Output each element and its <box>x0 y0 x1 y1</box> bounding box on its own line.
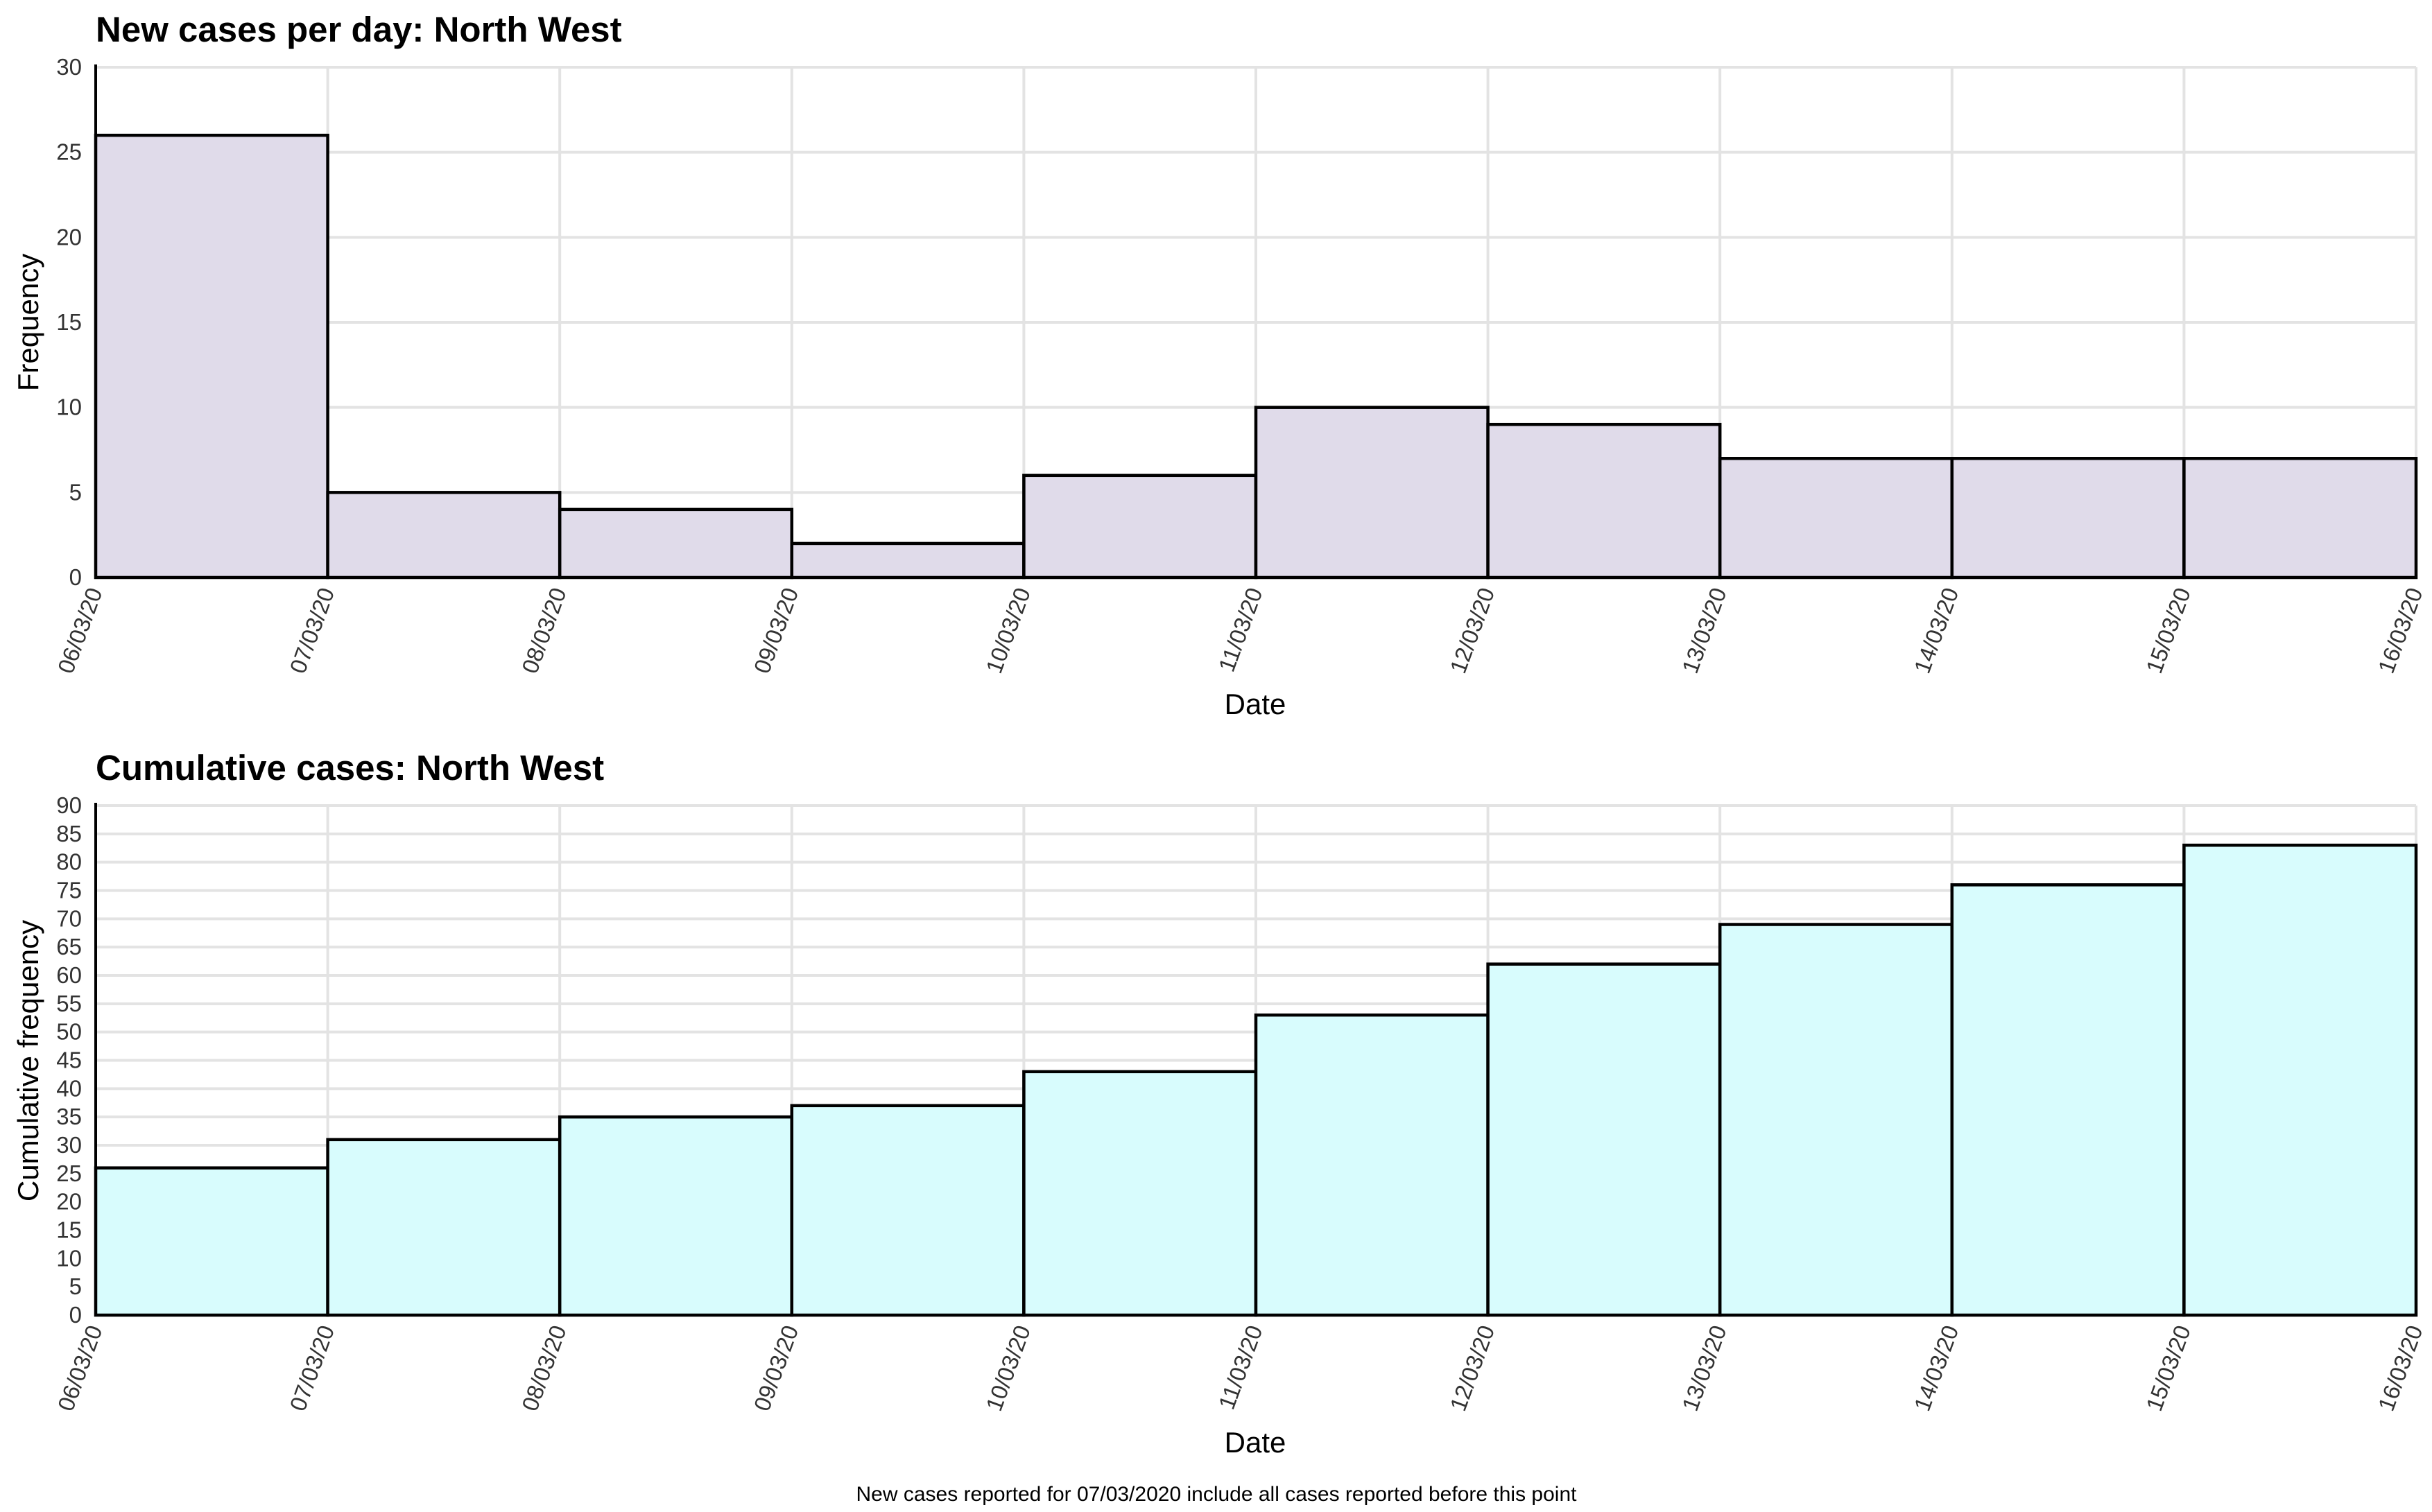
cumulative-x-axis-label: Date <box>1225 1426 1286 1459</box>
daily-bar-15-03-20 <box>2182 457 2418 580</box>
cumulative-x-tick-label: 14/03/20 <box>1909 1322 1964 1414</box>
cumulative-y-tick-label: 90 <box>56 792 82 818</box>
daily-bar-09-03-20 <box>790 541 1026 580</box>
cumulative-bar-14-03-20 <box>1950 883 2186 1317</box>
daily-y-tick-label: 15 <box>56 309 82 335</box>
cumulative-bar-06-03-20 <box>94 1166 329 1317</box>
daily-bar-14-03-20 <box>1950 457 2186 580</box>
daily-x-tick-label: 06/03/20 <box>53 584 107 677</box>
cumulative-y-tick-label: 55 <box>56 991 82 1016</box>
daily-x-tick-label: 07/03/20 <box>284 584 339 677</box>
daily-x-tick-label: 12/03/20 <box>1444 584 1499 677</box>
daily-x-tick-label: 11/03/20 <box>1214 584 1268 675</box>
cumulative-bar-10-03-20 <box>1022 1070 1258 1317</box>
cumulative-y-tick-label: 80 <box>56 849 82 875</box>
cumulative-y-tick-label: 45 <box>56 1048 82 1073</box>
daily-bar-08-03-20 <box>558 507 794 580</box>
cumulative-x-tick-label: 07/03/20 <box>284 1322 339 1414</box>
daily-x-tick-label: 10/03/20 <box>981 584 1035 677</box>
cumulative-x-tick-label: 09/03/20 <box>749 1322 804 1414</box>
daily-bar-12-03-20 <box>1486 422 1722 580</box>
cumulative-chart-title: Cumulative cases: North West <box>96 748 604 788</box>
cumulative-x-tick-label: 10/03/20 <box>981 1322 1035 1414</box>
cumulative-y-axis-label: Cumulative frequency <box>12 920 44 1201</box>
cumulative-x-tick-label: 12/03/20 <box>1444 1322 1499 1414</box>
cumulative-bar-08-03-20 <box>558 1115 794 1317</box>
cumulative-bar-12-03-20 <box>1486 962 1722 1317</box>
daily-y-tick-label: 10 <box>56 394 82 420</box>
cumulative-y-tick-label: 0 <box>69 1302 82 1328</box>
footnote-caption: New cases reported for 07/03/2020 includ… <box>856 1483 1578 1506</box>
cumulative-bar-09-03-20 <box>790 1104 1026 1317</box>
daily-tick-labels: 0 5 10 15 20 25 30 06/03/20 07/03/20 08/03/20 09/0… <box>53 54 2428 677</box>
cumulative-cases-panel: Cumulative cases: North West Date Cumula… <box>12 748 2428 1459</box>
daily-x-tick-label: 13/03/20 <box>1677 584 1732 677</box>
cumulative-y-tick-label: 60 <box>56 962 82 988</box>
cumulative-x-tick-label: 11/03/20 <box>1214 1322 1268 1413</box>
daily-x-tick-label: 16/03/20 <box>2373 584 2428 677</box>
cumulative-bar-15-03-20 <box>2182 843 2418 1317</box>
daily-y-tick-label: 5 <box>69 479 82 505</box>
daily-x-tick-label: 09/03/20 <box>749 584 804 677</box>
daily-y-tick-label: 30 <box>56 54 82 80</box>
cumulative-y-tick-label: 35 <box>56 1104 82 1129</box>
cumulative-y-tick-label: 65 <box>56 934 82 959</box>
daily-y-tick-label: 25 <box>56 139 82 165</box>
cumulative-x-tick-label: 13/03/20 <box>1677 1322 1732 1414</box>
cumulative-x-tick-label: 15/03/20 <box>2141 1322 2196 1414</box>
cumulative-y-tick-label: 75 <box>56 878 82 903</box>
cumulative-x-tick-label: 16/03/20 <box>2373 1322 2428 1414</box>
daily-y-tick-label: 0 <box>69 564 82 590</box>
cumulative-y-tick-label: 15 <box>56 1217 82 1243</box>
daily-x-tick-label: 15/03/20 <box>2141 584 2196 677</box>
cumulative-y-tick-label: 10 <box>56 1245 82 1271</box>
daily-bar-06-03-20 <box>94 133 329 580</box>
daily-bar-11-03-20 <box>1254 406 1490 580</box>
cumulative-x-tick-label: 08/03/20 <box>517 1322 571 1414</box>
cumulative-y-tick-label: 30 <box>56 1132 82 1158</box>
cumulative-y-tick-label: 5 <box>69 1274 82 1299</box>
daily-cases-panel: New cases per day: North West Date Frequ… <box>12 10 2428 720</box>
cumulative-bar-13-03-20 <box>1718 923 1954 1317</box>
cumulative-y-tick-label: 70 <box>56 905 82 931</box>
daily-bars <box>94 133 2418 580</box>
daily-chart-title: New cases per day: North West <box>96 10 622 49</box>
daily-x-tick-label: 08/03/20 <box>517 584 571 677</box>
daily-bar-13-03-20 <box>1718 457 1954 580</box>
daily-x-axis-label: Date <box>1225 688 1286 720</box>
cumulative-bar-11-03-20 <box>1254 1013 1490 1317</box>
daily-y-axis-label: Frequency <box>12 254 44 391</box>
cumulative-y-tick-label: 20 <box>56 1189 82 1215</box>
daily-bar-07-03-20 <box>326 491 562 580</box>
cumulative-y-tick-label: 25 <box>56 1161 82 1186</box>
cumulative-y-tick-label: 50 <box>56 1019 82 1045</box>
daily-x-tick-label: 14/03/20 <box>1909 584 1964 677</box>
cumulative-bar-07-03-20 <box>326 1138 562 1317</box>
cumulative-x-tick-label: 06/03/20 <box>53 1322 107 1414</box>
daily-bar-10-03-20 <box>1022 473 1258 580</box>
daily-y-tick-label: 20 <box>56 224 82 250</box>
cumulative-y-tick-label: 40 <box>56 1075 82 1101</box>
cumulative-y-tick-label: 85 <box>56 821 82 846</box>
